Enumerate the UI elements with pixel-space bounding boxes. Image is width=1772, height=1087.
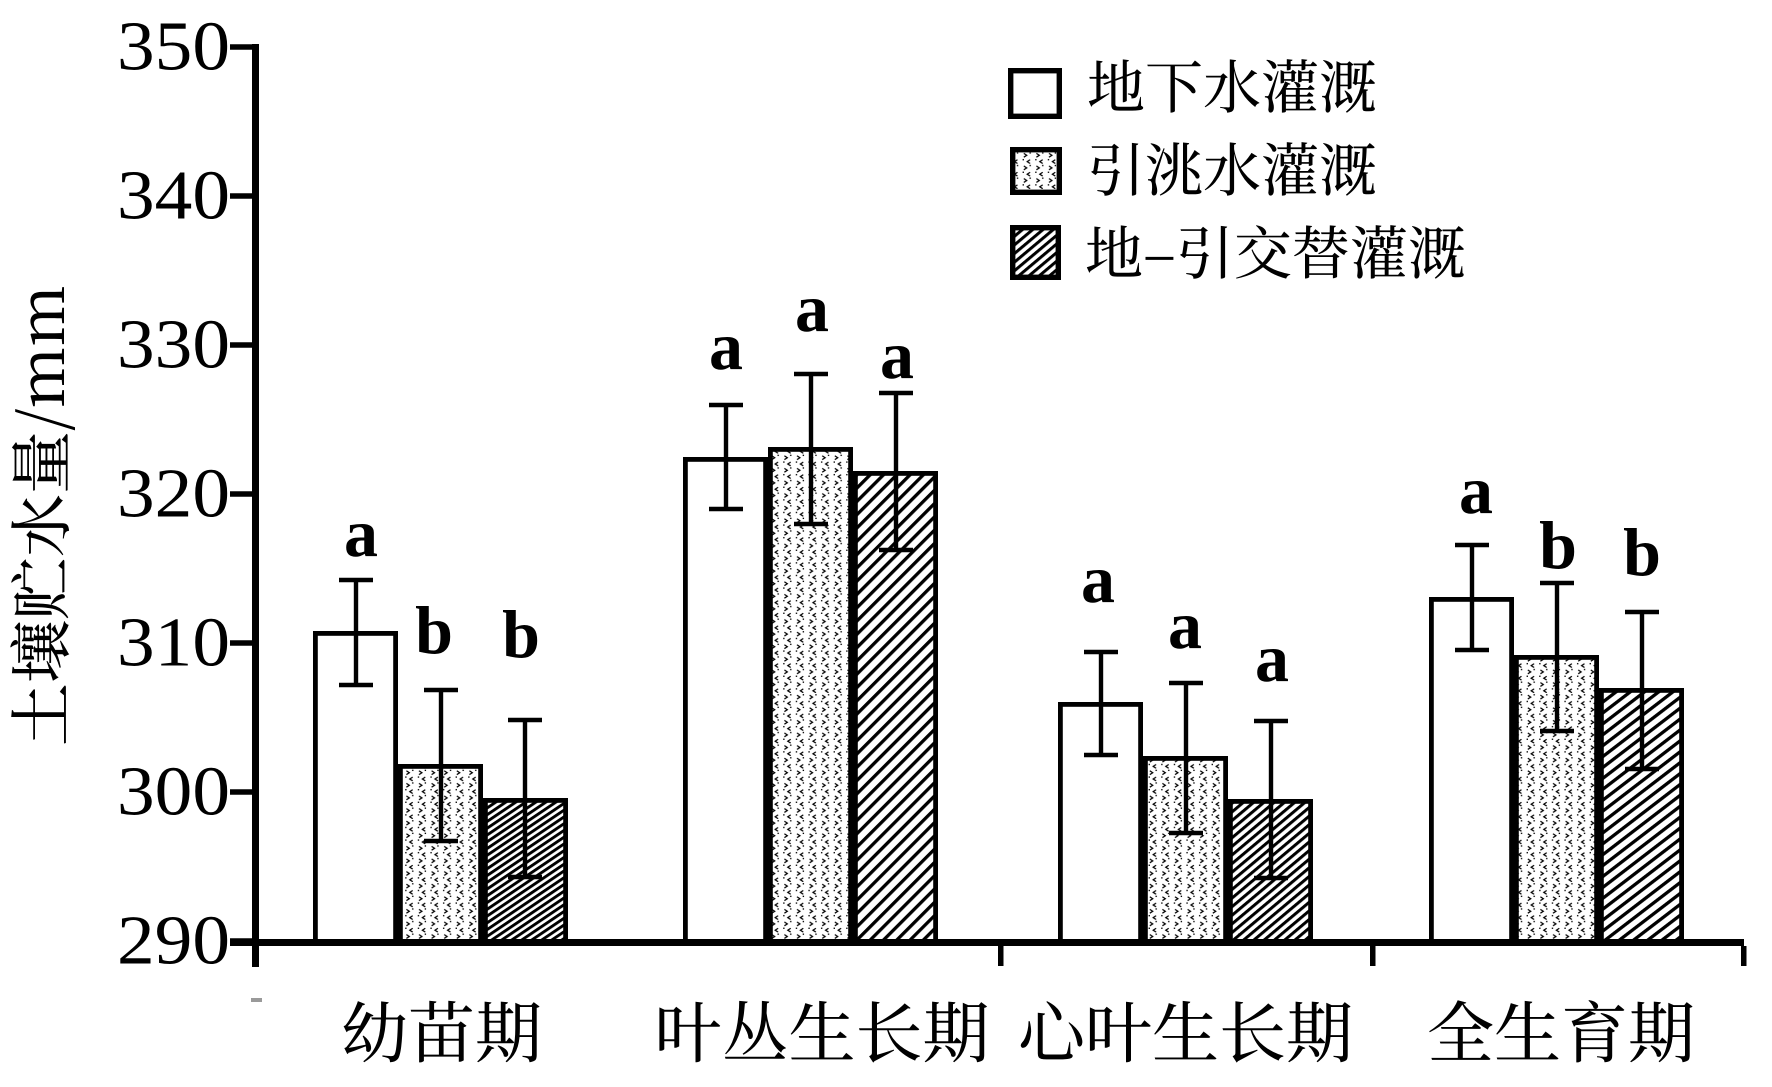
svg-text:a: a <box>1081 541 1115 617</box>
svg-text:a: a <box>795 270 829 346</box>
svg-text:a: a <box>880 317 914 393</box>
svg-text:b: b <box>1539 507 1577 583</box>
svg-text:b: b <box>1623 514 1661 590</box>
svg-text:320: 320 <box>117 456 230 533</box>
svg-text:340: 340 <box>117 158 230 235</box>
svg-text:300: 300 <box>117 754 230 831</box>
svg-text:b: b <box>415 592 453 668</box>
svg-text:a: a <box>1168 587 1202 663</box>
svg-text:330: 330 <box>117 307 230 384</box>
svg-text:290: 290 <box>117 903 230 980</box>
svg-text:a: a <box>344 495 378 571</box>
svg-text:350: 350 <box>117 9 230 86</box>
svg-text:310: 310 <box>117 605 230 682</box>
svg-text:a: a <box>1459 452 1493 528</box>
svg-text:a: a <box>709 308 743 384</box>
svg-text:b: b <box>502 596 540 672</box>
svg-text:a: a <box>1255 620 1289 696</box>
